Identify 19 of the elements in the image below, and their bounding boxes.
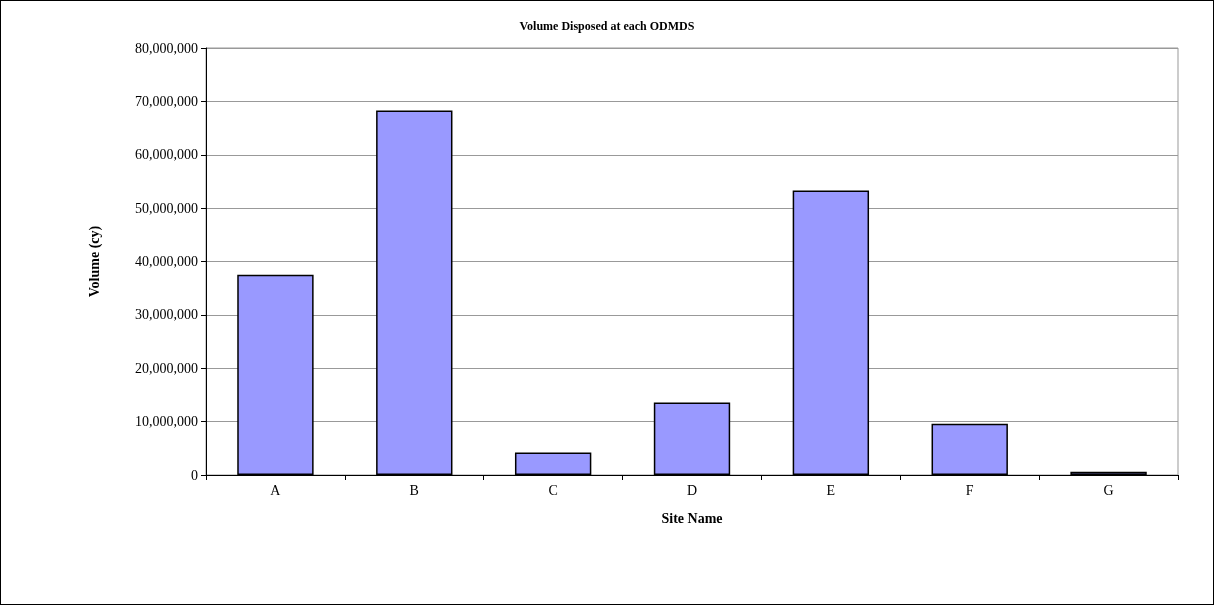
x-tick-label: C — [548, 482, 558, 498]
x-tick-label: B — [409, 482, 419, 498]
x-tick-label: G — [1103, 482, 1114, 498]
y-axis-title: Volume (cy) — [86, 225, 103, 298]
x-tick-label: D — [686, 482, 698, 498]
y-tick-label: 40,000,000 — [135, 254, 198, 269]
y-tick-label: 10,000,000 — [135, 414, 198, 430]
chart-title: Volume Disposed at each ODMDS — [519, 19, 695, 33]
y-tick-label: 0 — [191, 467, 198, 483]
x-tick-label: A — [270, 482, 282, 498]
y-tick-label: 80,000,000 — [135, 40, 198, 56]
y-tick-label: 60,000,000 — [135, 147, 198, 163]
y-tick-label: 20,000,000 — [135, 360, 198, 376]
y-tick-label: 30,000,000 — [135, 307, 198, 323]
y-tick-label: 70,000,000 — [135, 93, 198, 109]
x-tick-label: F — [965, 482, 974, 498]
y-tick-label: 50,000,000 — [135, 200, 198, 216]
x-tick-label: E — [826, 482, 836, 498]
x-axis-title: Site Name — [661, 510, 723, 526]
